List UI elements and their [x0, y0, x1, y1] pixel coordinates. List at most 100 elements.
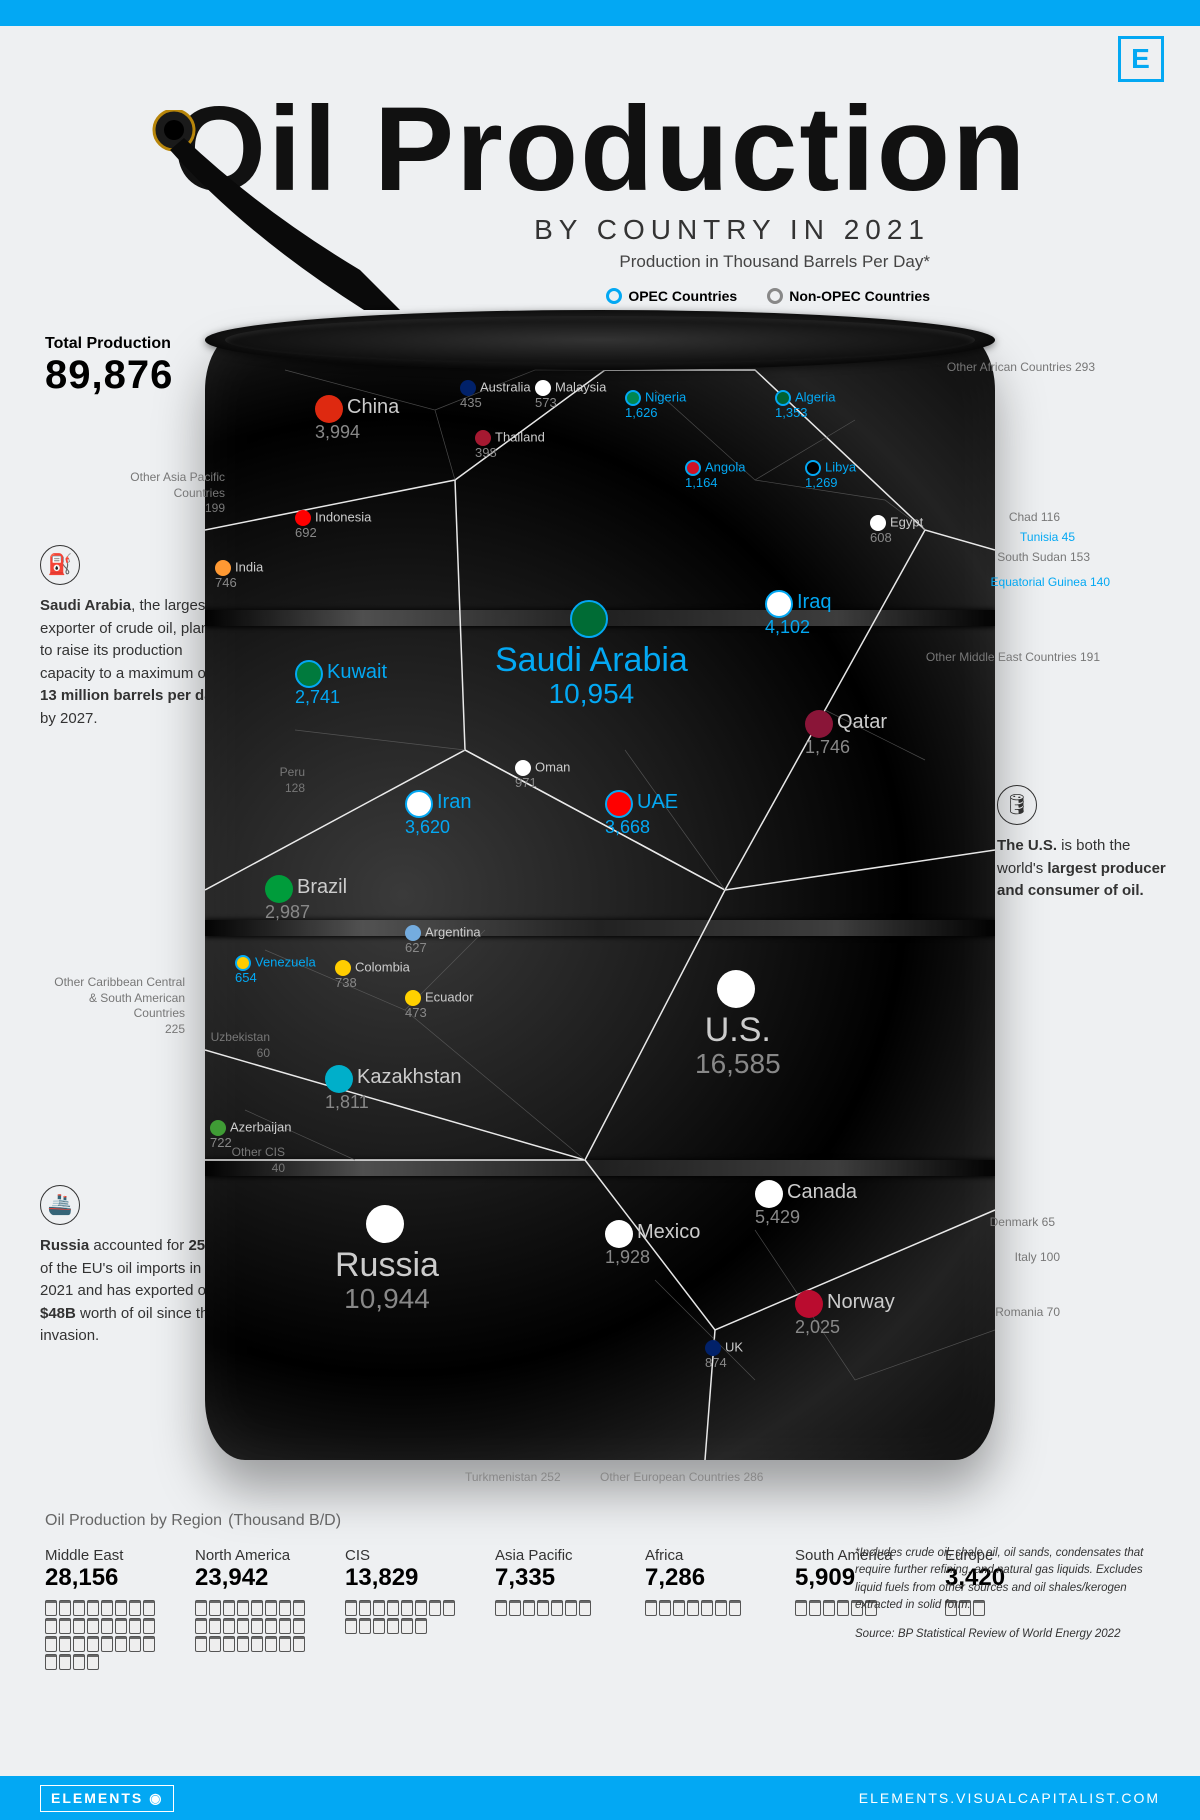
legend-opec-icon: [606, 288, 622, 304]
flag-icon: [605, 790, 633, 818]
country-label: China3,994: [315, 395, 399, 443]
country-label: Egypt608: [870, 515, 923, 545]
flag-icon: [315, 395, 343, 423]
outer-label: Uzbekistan 60: [130, 1030, 270, 1061]
country-name: Ecuador: [425, 989, 473, 1004]
mini-barrel-icon: [73, 1654, 85, 1670]
country-value: 1,164: [685, 475, 718, 490]
barrel-grid: [195, 1600, 315, 1652]
flag-icon: [265, 875, 293, 903]
region-item: North America23,942: [195, 1547, 315, 1652]
oil-rig-icon: ⛽: [40, 545, 80, 585]
country-value: 627: [405, 940, 427, 955]
mini-barrel-icon: [87, 1654, 99, 1670]
country-label: Norway2,025: [795, 1290, 895, 1338]
country-value: 473: [405, 1005, 427, 1020]
country-name: Oman: [535, 759, 570, 774]
country-label: Azerbaijan722: [210, 1120, 291, 1150]
outer-label-value: 199: [85, 501, 225, 517]
mini-barrel-icon: [429, 1600, 441, 1616]
legend-nonopec-label: Non-OPEC Countries: [789, 288, 930, 304]
region-value: 23,942: [195, 1564, 315, 1592]
mini-barrel-icon: [59, 1600, 71, 1616]
flag-icon: [705, 1340, 721, 1356]
country-value: 746: [215, 575, 237, 590]
country-label: Brazil2,987: [265, 875, 347, 923]
mini-barrel-icon: [251, 1618, 263, 1634]
outer-label-value: 65: [1042, 1215, 1055, 1229]
outer-label-value: 140: [1090, 575, 1110, 589]
country-value: 3,994: [315, 423, 399, 443]
mini-barrel-icon: [279, 1636, 291, 1652]
country-value: 5,429: [755, 1208, 857, 1228]
tanker-icon: 🚢: [40, 1185, 80, 1225]
country-name: Kuwait: [327, 661, 387, 683]
mini-barrel-icon: [73, 1636, 85, 1652]
mini-barrel-icon: [251, 1636, 263, 1652]
mini-barrel-icon: [45, 1654, 57, 1670]
mini-barrel-icon: [223, 1600, 235, 1616]
flag-icon: [405, 925, 421, 941]
barrel-lid-inner: [225, 316, 975, 364]
outer-label: Denmark 65: [990, 1215, 1055, 1231]
flag-icon: [210, 1120, 226, 1136]
mini-barrel-icon: [195, 1636, 207, 1652]
country-name: Russia: [335, 1247, 439, 1284]
barrel-body: Saudi Arabia10,954U.S.16,585Russia10,944…: [205, 330, 995, 1460]
mini-barrel-icon: [237, 1636, 249, 1652]
country-label: Kuwait2,741: [295, 660, 387, 708]
outer-label: Tunisia 45: [1020, 530, 1075, 546]
flag-icon: [405, 790, 433, 818]
mini-barrel-icon: [401, 1618, 413, 1634]
outer-label-value: 191: [1080, 650, 1100, 664]
outer-label-value: 60: [130, 1046, 270, 1062]
mini-barrel-icon: [659, 1600, 671, 1616]
mini-barrel-icon: [443, 1600, 455, 1616]
outer-label-name: Equatorial Guinea: [991, 575, 1087, 589]
outer-label-name: South Sudan: [997, 550, 1066, 564]
total-value: 89,876: [45, 353, 173, 398]
mini-barrel-icon: [809, 1600, 821, 1616]
country-name: Malaysia: [555, 379, 606, 394]
country-label: UAE3,668: [605, 790, 678, 838]
outer-label-name: Other Caribbean Central & South American…: [54, 975, 185, 1020]
mini-barrel-icon: [579, 1600, 591, 1616]
country-name: Egypt: [890, 514, 923, 529]
flag-icon: [805, 710, 833, 738]
country-label: Australia435: [460, 380, 531, 410]
country-value: 738: [335, 975, 357, 990]
mini-barrel-icon: [115, 1600, 127, 1616]
mini-barrel-icon: [293, 1636, 305, 1652]
total-production: Total Production 89,876: [45, 335, 173, 398]
outer-label-value: 128: [165, 781, 305, 797]
country-value: 654: [235, 970, 257, 985]
outer-label: Other Middle East Countries 191: [926, 650, 1100, 666]
outer-label-value: 100: [1040, 1250, 1060, 1264]
flag-icon: [805, 460, 821, 476]
mini-barrel-icon: [387, 1600, 399, 1616]
outer-label-name: Peru: [280, 765, 305, 779]
mini-barrel-icon: [101, 1600, 113, 1616]
outer-label-value: 116: [1041, 510, 1060, 524]
outer-label-name: Tunisia: [1020, 530, 1058, 544]
footnote: *Includes crude oil, shale oil, oil sand…: [855, 1545, 1155, 1643]
country-label: UK874: [705, 1340, 743, 1370]
country-name: Kazakhstan: [357, 1066, 462, 1088]
flag-icon: [535, 380, 551, 396]
under-label: Turkmenistan 252: [465, 1470, 561, 1484]
mini-barrel-icon: [209, 1636, 221, 1652]
page: E Oil Production BY COUNTRY IN 2021 Prod…: [0, 0, 1200, 1820]
mini-barrel-icon: [129, 1600, 141, 1616]
barrel-grid: [345, 1600, 465, 1634]
country-value: 971: [515, 775, 537, 790]
country-name: U.S.: [695, 1012, 781, 1049]
mini-barrel-icon: [495, 1600, 507, 1616]
country-label: Nigeria1,626: [625, 390, 686, 420]
under-label-name: Other European Countries: [600, 1470, 740, 1484]
outer-label: Equatorial Guinea 140: [991, 575, 1110, 591]
country-label: Iraq4,102: [765, 590, 831, 638]
outer-label: Italy 100: [1015, 1250, 1060, 1266]
mini-barrel-icon: [195, 1600, 207, 1616]
outer-label-name: Uzbekistan: [211, 1030, 270, 1044]
country-value: 1,811: [325, 1093, 462, 1113]
